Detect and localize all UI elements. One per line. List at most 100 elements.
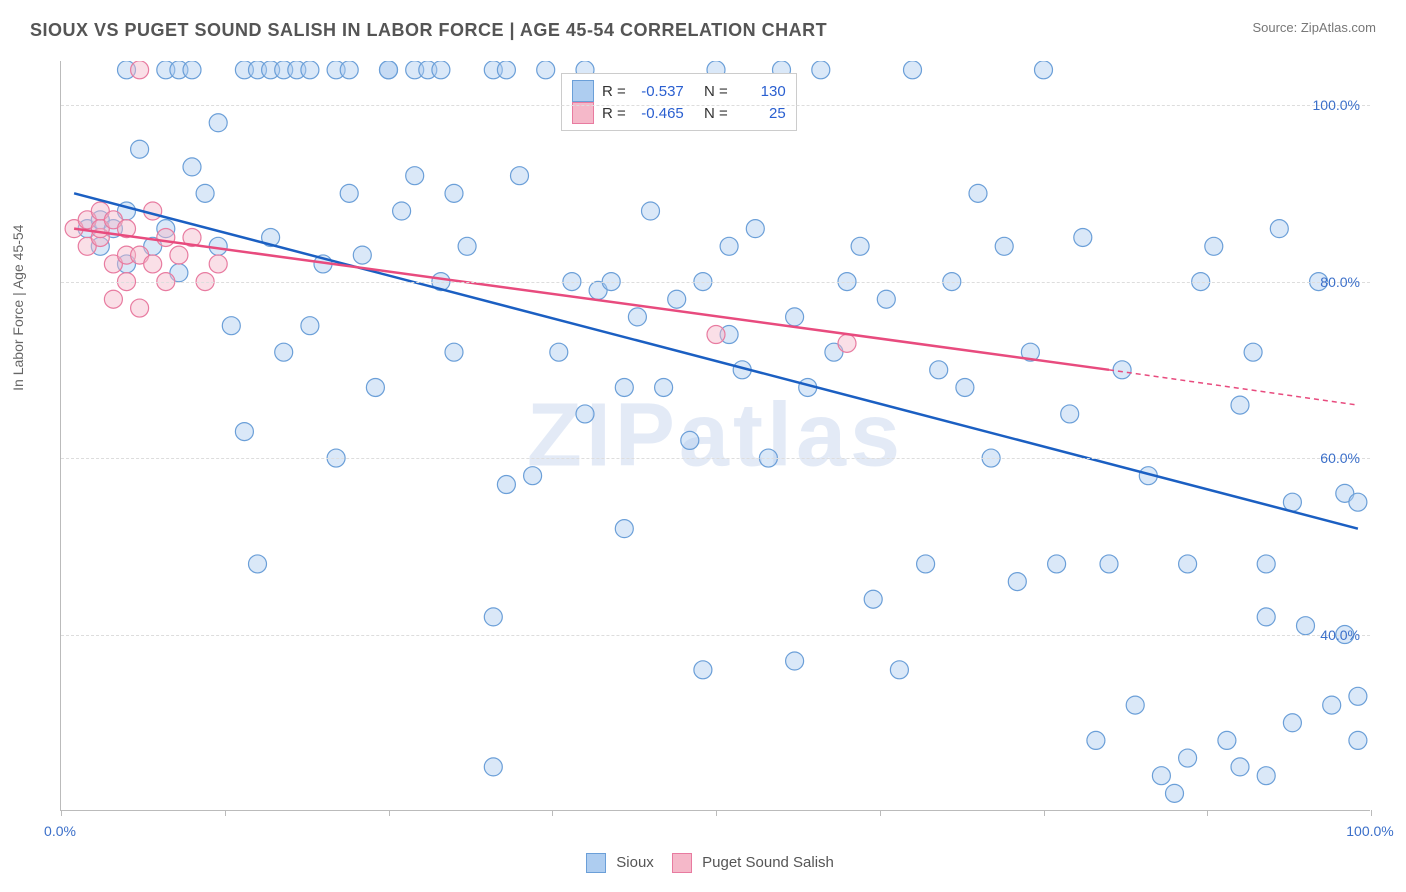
data-point <box>969 184 987 202</box>
data-point <box>1152 767 1170 785</box>
data-point <box>484 758 502 776</box>
data-point <box>170 246 188 264</box>
data-point <box>890 661 908 679</box>
data-point <box>301 317 319 335</box>
data-point <box>786 308 804 326</box>
data-point <box>366 378 384 396</box>
data-point <box>720 237 738 255</box>
data-point <box>1048 555 1066 573</box>
data-point <box>157 228 175 246</box>
data-point <box>1179 555 1197 573</box>
data-point <box>458 237 476 255</box>
data-point <box>484 608 502 626</box>
data-point <box>995 237 1013 255</box>
data-point <box>222 317 240 335</box>
data-point <box>1283 714 1301 732</box>
data-point <box>1061 405 1079 423</box>
correlation-legend: R = -0.537 N = 130 R = -0.465 N = 25 <box>561 73 797 131</box>
data-point <box>380 61 398 79</box>
data-point <box>104 290 122 308</box>
plot-region: ZIPatlas R = -0.537 N = 130 R = -0.465 N… <box>60 61 1370 811</box>
data-point <box>615 378 633 396</box>
data-point <box>445 184 463 202</box>
data-point <box>1008 573 1026 591</box>
data-point <box>576 405 594 423</box>
data-point <box>1323 696 1341 714</box>
data-point <box>550 343 568 361</box>
data-point <box>1166 784 1184 802</box>
data-point <box>1100 555 1118 573</box>
data-point <box>877 290 895 308</box>
legend-label-puget: Puget Sound Salish <box>702 854 834 871</box>
data-point <box>1257 555 1275 573</box>
data-point <box>694 661 712 679</box>
data-point <box>497 61 515 79</box>
data-point <box>144 255 162 273</box>
data-point <box>930 361 948 379</box>
data-point <box>1074 228 1092 246</box>
series-legend: Sioux Puget Sound Salish <box>0 853 1406 873</box>
data-point <box>340 61 358 79</box>
data-point <box>1218 731 1236 749</box>
data-point <box>917 555 935 573</box>
data-point <box>1035 61 1053 79</box>
data-point <box>445 343 463 361</box>
data-point <box>183 61 201 79</box>
data-point <box>746 220 764 238</box>
data-point <box>1349 493 1367 511</box>
data-point <box>131 140 149 158</box>
data-point <box>249 555 267 573</box>
data-point <box>209 255 227 273</box>
data-point <box>1270 220 1288 238</box>
scatter-svg <box>61 61 1371 811</box>
data-point <box>642 202 660 220</box>
y-tick-label: 40.0% <box>1320 627 1360 643</box>
x-tick-label: 0.0% <box>44 823 76 839</box>
legend-row-sioux: R = -0.537 N = 130 <box>572 80 786 102</box>
data-point <box>1257 608 1275 626</box>
data-point <box>904 61 922 79</box>
data-point <box>707 326 725 344</box>
data-point <box>786 652 804 670</box>
data-point <box>1257 767 1275 785</box>
data-point <box>1231 396 1249 414</box>
data-point <box>196 184 214 202</box>
data-point <box>1349 687 1367 705</box>
data-point <box>537 61 555 79</box>
data-point <box>668 290 686 308</box>
y-tick-label: 100.0% <box>1313 97 1360 113</box>
data-point <box>406 167 424 185</box>
data-point <box>851 237 869 255</box>
swatch-puget-bot <box>672 853 692 873</box>
data-point <box>301 61 319 79</box>
y-axis-label: In Labor Force | Age 45-54 <box>10 225 26 391</box>
data-point <box>209 114 227 132</box>
data-point <box>1179 749 1197 767</box>
data-point <box>131 61 149 79</box>
data-point <box>131 299 149 317</box>
chart-area: In Labor Force | Age 45-54 ZIPatlas R = … <box>0 51 1406 881</box>
data-point <box>956 378 974 396</box>
data-point <box>497 476 515 494</box>
y-tick-label: 80.0% <box>1320 274 1360 290</box>
data-point <box>353 246 371 264</box>
chart-header: SIOUX VS PUGET SOUND SALISH IN LABOR FOR… <box>0 0 1406 51</box>
data-point <box>1231 758 1249 776</box>
data-point <box>681 431 699 449</box>
data-point <box>1283 493 1301 511</box>
data-point <box>1297 617 1315 635</box>
data-point <box>235 423 253 441</box>
x-tick-label: 100.0% <box>1346 823 1393 839</box>
legend-label-sioux: Sioux <box>616 854 654 871</box>
data-point <box>864 590 882 608</box>
swatch-sioux <box>572 80 594 102</box>
data-point <box>1349 731 1367 749</box>
data-point <box>275 343 293 361</box>
data-point <box>340 184 358 202</box>
data-point <box>524 467 542 485</box>
data-point <box>511 167 529 185</box>
data-point <box>1126 696 1144 714</box>
data-point <box>655 378 673 396</box>
data-point <box>1244 343 1262 361</box>
data-point <box>615 520 633 538</box>
